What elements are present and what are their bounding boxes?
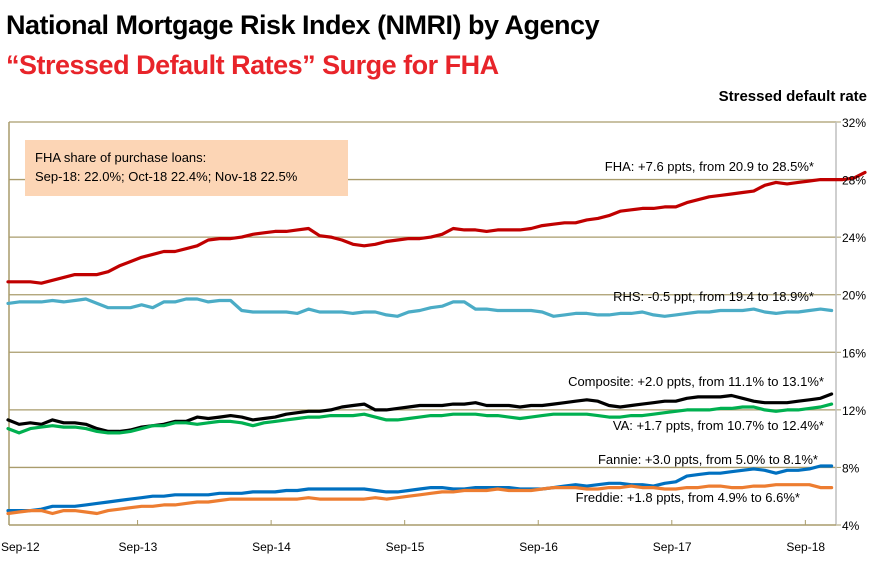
y-axis-title: Stressed default rate <box>718 88 867 105</box>
y-tick-label: 24% <box>842 231 866 245</box>
y-tick-label: 8% <box>842 461 860 475</box>
tick-labels: 4% 8% 12% 16% 20% 24% 28% 32% Sep-12 Sep-13 Sep-14… <box>1 116 866 554</box>
y-tick-label: 16% <box>842 346 866 360</box>
series-line-rhs <box>6 297 834 318</box>
x-tick-label: Sep-12 <box>1 540 40 554</box>
series-line-fha <box>6 170 867 285</box>
series-line-freddie <box>6 483 834 516</box>
x-tick-label: Sep-15 <box>386 540 425 554</box>
annotation-rhs: RHS: -0.5 ppt, from 19.4 to 18.9%* <box>613 289 814 304</box>
series-line-fannie <box>6 464 834 513</box>
annotation-fannie: Fannie: +3.0 ppts, from 5.0% to 8.1%* <box>598 452 818 467</box>
series-line-va <box>6 402 834 435</box>
x-tick-label: Sep-18 <box>786 540 825 554</box>
series-annotations: FHA: +7.6 ppts, from 20.9 to 28.5%* RHS: … <box>568 159 824 505</box>
x-tick-label: Sep-17 <box>653 540 692 554</box>
annotation-freddie: Freddie: +1.8 ppts, from 4.9% to 6.6%* <box>576 490 800 505</box>
y-tick-label: 4% <box>842 519 860 533</box>
x-tick-label: Sep-13 <box>119 540 158 554</box>
annotation-va: VA: +1.7 ppts, from 10.7% to 12.4%* <box>613 418 824 433</box>
callout-line-1: FHA share of purchase loans: <box>35 150 207 165</box>
annotation-fha: FHA: +7.6 ppts, from 20.9 to 28.5%* <box>605 159 814 174</box>
annotation-composite: Composite: +2.0 ppts, from 11.1% to 13.1… <box>568 374 824 389</box>
x-tick-label: Sep-16 <box>519 540 558 554</box>
series-lines <box>6 170 867 516</box>
callout-line-2: Sep-18: 22.0%; Oct-18 22.4%; Nov-18 22.5… <box>35 169 298 184</box>
x-tick-label: Sep-14 <box>252 540 291 554</box>
chart-subtitle: “Stressed Default Rates” Surge for FHA <box>6 50 499 80</box>
y-tick-label: 32% <box>842 116 866 130</box>
fha-share-callout: FHA share of purchase loans: Sep-18: 22.… <box>25 140 348 196</box>
y-tick-label: 28% <box>842 174 866 188</box>
y-tick-label: 20% <box>842 289 866 303</box>
axes <box>8 121 841 526</box>
y-tick-label: 12% <box>842 404 866 418</box>
chart-title: National Mortgage Risk Index (NMRI) by A… <box>6 10 600 40</box>
